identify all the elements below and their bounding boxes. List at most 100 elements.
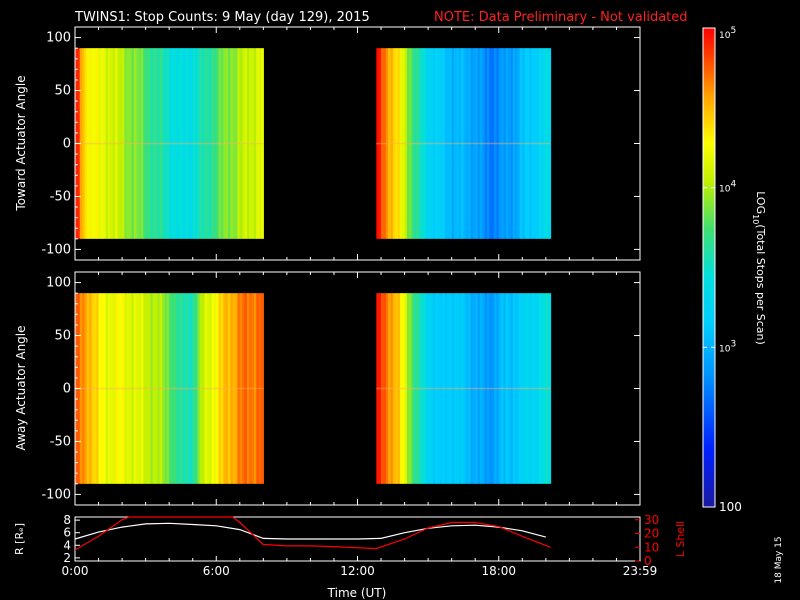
toward-cell [115, 48, 118, 239]
away-cell [110, 293, 114, 484]
toward-cell [178, 48, 182, 239]
away-cell [545, 293, 549, 484]
away-cell [232, 293, 236, 484]
away-angle-panel: 100 50 0 -50 -100 Away Actuator Angle [14, 271, 641, 506]
time-tick-label: 18:00 [481, 564, 516, 578]
away-cell [166, 293, 170, 484]
away-cell [147, 293, 151, 484]
toward-cell [451, 48, 455, 239]
toward-cell [197, 48, 201, 239]
away-cell [465, 293, 469, 484]
toward-ytick-label: 100 [46, 31, 71, 46]
toward-cell [173, 48, 177, 239]
toward-cell [411, 48, 415, 239]
colorbar: 105 104 103 100 LOG10(Total Stops per Scan) [702, 26, 767, 514]
away-cell [390, 293, 394, 484]
toward-cell [89, 48, 93, 239]
colorbar-ticks: 105 104 103 100 [703, 26, 742, 514]
toward-cell [397, 48, 401, 239]
toward-cell [454, 48, 457, 239]
toward-cell [93, 48, 97, 239]
toward-cell [477, 48, 481, 239]
toward-cell [515, 48, 519, 239]
away-cell [258, 293, 262, 484]
lshell-tick-label: 10 [644, 540, 659, 554]
away-y-ticks: 100 50 0 -50 -100 [41, 276, 640, 502]
away-cell [475, 293, 479, 484]
toward-cell [166, 48, 170, 239]
away-cell [202, 293, 206, 484]
toward-cell [491, 48, 495, 239]
toward-cell [131, 48, 135, 239]
away-cell [404, 293, 408, 484]
away-cell [197, 293, 201, 484]
away-cell [548, 293, 552, 484]
toward-cell [376, 48, 380, 239]
away-cell [529, 293, 533, 484]
away-cell [145, 293, 149, 484]
away-cell [157, 293, 161, 484]
toward-cell [463, 48, 467, 239]
toward-cell [524, 48, 528, 239]
away-cell [131, 293, 135, 484]
away-cell [84, 293, 88, 484]
toward-cell [430, 48, 434, 239]
away-cell [484, 293, 488, 484]
away-cell [199, 293, 203, 484]
toward-cell [126, 48, 130, 239]
toward-cell [129, 48, 133, 239]
toward-cell [383, 48, 387, 239]
toward-cell [152, 48, 156, 239]
away-cell [185, 293, 189, 484]
away-cell [169, 293, 173, 484]
toward-cell [428, 48, 432, 239]
away-cell [188, 293, 191, 484]
x-axis-label: Time (UT) [327, 586, 387, 600]
toward-cell [414, 48, 417, 239]
toward-cell [180, 48, 184, 239]
away-cell [115, 293, 118, 484]
toward-ytick-label: -50 [50, 189, 71, 204]
toward-cell [105, 48, 109, 239]
away-cell [192, 293, 196, 484]
away-cell [93, 293, 97, 484]
away-cell [216, 293, 220, 484]
away-cell [378, 293, 382, 484]
away-ytick-label: 0 [63, 382, 71, 397]
away-cell [425, 293, 429, 484]
toward-cell [258, 48, 262, 239]
toward-cell [435, 48, 439, 239]
away-cell [416, 293, 420, 484]
toward-cell [432, 48, 436, 239]
toward-cell [169, 48, 173, 239]
toward-cell [510, 48, 514, 239]
toward-cell [244, 48, 248, 239]
away-cell [176, 293, 180, 484]
away-cell [225, 293, 229, 484]
toward-cell [79, 48, 83, 239]
away-cell [86, 293, 90, 484]
toward-cell [242, 48, 246, 239]
away-cell [399, 293, 403, 484]
away-cell [430, 293, 434, 484]
away-cell [376, 293, 380, 484]
away-cell [230, 293, 234, 484]
toward-cell [192, 48, 196, 239]
away-cell [494, 293, 497, 484]
toward-cell [418, 48, 422, 239]
away-cell [456, 293, 460, 484]
toward-cell [232, 48, 236, 239]
orbit-series [74, 516, 551, 551]
toward-cell [548, 48, 552, 239]
away-cell [491, 293, 495, 484]
toward-cell [519, 48, 523, 239]
away-cell [428, 293, 432, 484]
toward-cell [416, 48, 420, 239]
toward-cell [202, 48, 206, 239]
away-cell [206, 293, 210, 484]
toward-cell [395, 48, 399, 239]
toward-cell [190, 48, 194, 239]
toward-cell [468, 48, 472, 239]
toward-cell [404, 48, 408, 239]
